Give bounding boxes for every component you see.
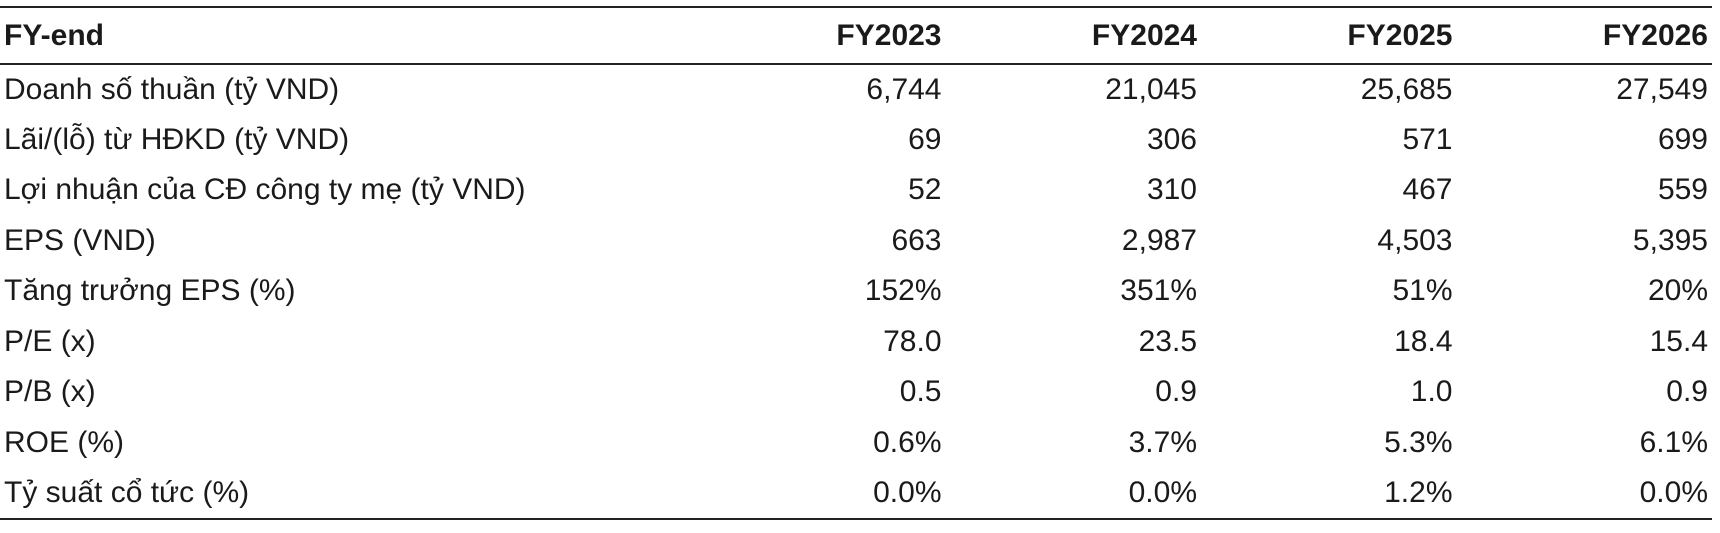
cell-value: 6,744: [866, 72, 942, 106]
cell-value: 152%: [864, 274, 942, 308]
header-fy2023: FY2023: [690, 6, 946, 65]
cell-value: 310: [1146, 173, 1197, 207]
header-fy2024: FY2024: [945, 6, 1201, 65]
table-row-eps-growth: Tăng trưởng EPS (%) 152% 351% 51% 20%: [0, 266, 1712, 317]
table-row-eps: EPS (VND) 663 2,987 4,503 5,395: [0, 216, 1712, 267]
cell-value: 51%: [1392, 274, 1453, 308]
cell-value: 0.9: [1666, 375, 1708, 409]
header-fy-end: FY-end: [0, 6, 690, 65]
cell-value: 1.0: [1410, 375, 1453, 409]
cell-value: 0.0%: [945, 468, 1201, 520]
cell-value: 351%: [1120, 274, 1197, 308]
cell-value: 571: [1402, 122, 1453, 156]
table-row-net-profit-parent: Lợi nhuận của CĐ công ty mẹ (tỷ VND) 52 …: [0, 165, 1712, 216]
row-label: P/E (x): [4, 324, 96, 358]
cell-value: 27,549: [1616, 72, 1708, 106]
cell-value: 4,503: [1377, 223, 1453, 257]
row-label: P/B (x): [4, 375, 96, 409]
header-fy2025: FY2025: [1201, 6, 1457, 65]
cell-value: 663: [891, 223, 942, 257]
row-label: Doanh số thuần (tỷ VND): [4, 72, 340, 106]
cell-value: 0.9: [1155, 375, 1197, 409]
row-label: Lợi nhuận của CĐ công ty mẹ (tỷ VND): [4, 173, 526, 207]
cell-value: 5,395: [1632, 223, 1708, 257]
cell-value: 18.4: [1394, 324, 1453, 358]
cell-value: 0.6%: [873, 425, 942, 459]
financial-summary-table: FY-end FY2023 FY2024 FY2025 FY2026 Doanh…: [0, 6, 1712, 520]
cell-value: 5.3%: [1384, 425, 1453, 459]
table-row-dividend-yield: Tỷ suất cổ tức (%) 0.0% 0.0% 1.2% 0.0%: [0, 468, 1712, 520]
cell-value: 1.2%: [1201, 468, 1457, 520]
cell-value: 0.5: [899, 375, 942, 409]
cell-value: 78.0: [883, 324, 942, 358]
cell-value: 699: [1657, 122, 1708, 156]
row-label: EPS (VND): [4, 223, 156, 257]
cell-value: 69: [908, 122, 942, 156]
cell-value: 23.5: [1138, 324, 1197, 358]
cell-value: 2,987: [1121, 223, 1197, 257]
row-label: Tỷ suất cổ tức (%): [0, 468, 690, 520]
cell-value: 467: [1402, 173, 1453, 207]
table-row-net-revenue: Doanh số thuần (tỷ VND) 6,744 21,045 25,…: [0, 64, 1712, 115]
cell-value: 25,685: [1360, 72, 1453, 106]
row-label: Lãi/(lỗ) từ HĐKD (tỷ VND): [4, 122, 350, 156]
cell-value: 306: [1146, 122, 1197, 156]
cell-value: 6.1%: [1639, 425, 1708, 459]
table-row-pe: P/E (x) 78.0 23.5 18.4 15.4: [0, 317, 1712, 368]
row-label: Tăng trưởng EPS (%): [4, 274, 296, 308]
cell-value: 15.4: [1649, 324, 1708, 358]
table-row-roe: ROE (%) 0.6% 3.7% 5.3% 6.1%: [0, 418, 1712, 469]
row-label: ROE (%): [4, 425, 124, 459]
cell-value: 0.0%: [690, 468, 946, 520]
table-row-pb: P/B (x) 0.5 0.9 1.0 0.9: [0, 367, 1712, 418]
cell-value: 559: [1657, 173, 1708, 207]
cell-value: 21,045: [1105, 72, 1197, 106]
cell-value: 3.7%: [1128, 425, 1197, 459]
financial-summary-table-wrapper: FY-end FY2023 FY2024 FY2025 FY2026 Doanh…: [0, 6, 1712, 520]
header-fy2026: FY2026: [1456, 6, 1712, 65]
cell-value: 0.0%: [1456, 468, 1712, 520]
cell-value: 20%: [1647, 274, 1708, 308]
header-row: FY-end FY2023 FY2024 FY2025 FY2026: [0, 6, 1712, 65]
table-row-operating-profit: Lãi/(lỗ) từ HĐKD (tỷ VND) 69 306 571 699: [0, 115, 1712, 166]
cell-value: 52: [908, 173, 942, 207]
